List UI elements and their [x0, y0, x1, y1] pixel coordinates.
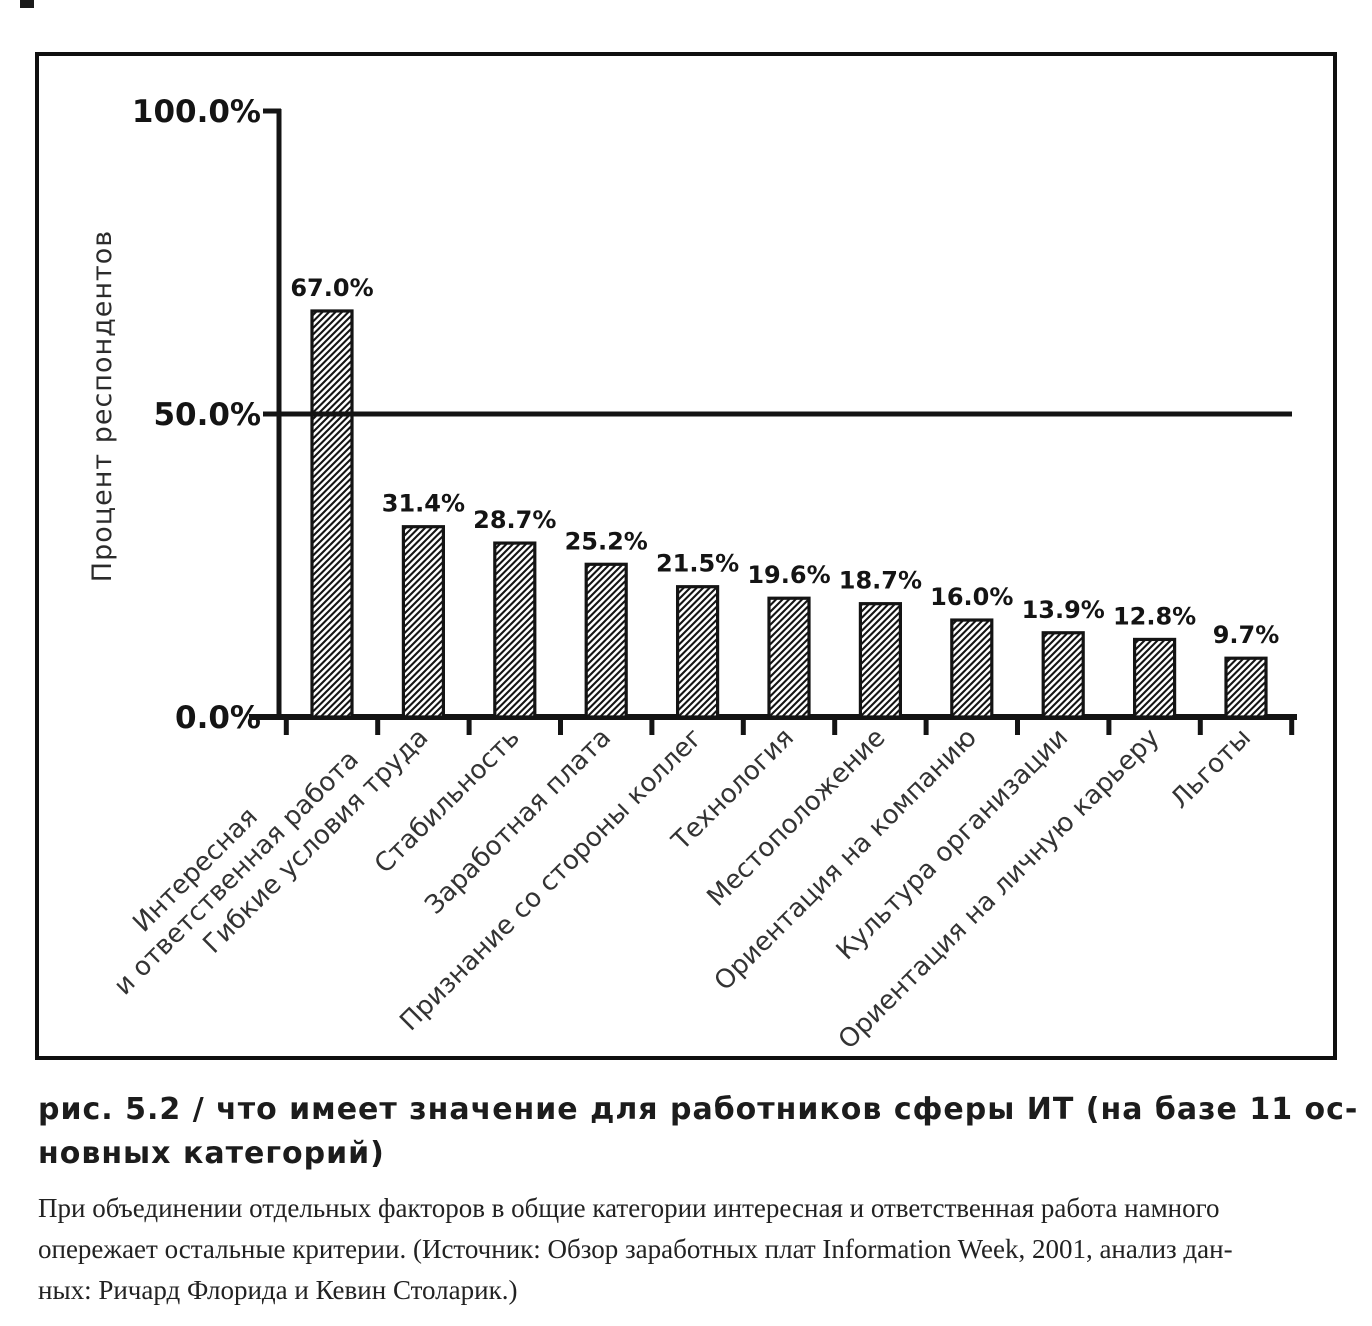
bar	[1132, 637, 1177, 719]
bar-value-label: 25.2%	[565, 527, 648, 555]
figure-caption-body: При объединении отдельных факторов в общ…	[38, 1193, 1233, 1305]
y-tick-label: 100.0%	[132, 94, 261, 130]
bar	[1224, 656, 1268, 719]
bar-value-label: 12.8%	[1113, 602, 1196, 630]
bar-value-label: 67.0%	[290, 274, 373, 302]
figure-caption-title: рис. 5.2 / что имеет значение для работн…	[38, 1092, 1359, 1171]
chart-frame: 100.0% 50.0% 0.0% Процент респондентов 67.0%…	[35, 52, 1337, 1060]
bar-value-label: 21.5%	[656, 550, 739, 578]
bar	[310, 309, 354, 719]
category-label: Местоположение	[701, 723, 891, 913]
bar	[1041, 631, 1085, 719]
bar	[401, 525, 445, 719]
bar	[493, 541, 537, 719]
bar	[767, 596, 811, 719]
bar-value-label: 16.0%	[930, 583, 1013, 611]
bar	[584, 562, 628, 719]
bar-chart: 100.0% 50.0% 0.0% Процент респондентов 67.0%…	[86, 94, 1297, 1056]
bar-value-label: 31.4%	[382, 490, 465, 518]
bar	[950, 618, 994, 719]
bar	[675, 585, 720, 719]
scan-artifact	[20, 0, 34, 8]
y-tick-label: 0.0%	[175, 700, 261, 736]
bar	[858, 602, 903, 719]
bar-value-label: 9.7%	[1213, 621, 1280, 649]
y-tick-label: 50.0%	[153, 397, 261, 433]
category-label: Льготы	[1165, 723, 1257, 815]
bar-value-label: 28.7%	[473, 506, 556, 534]
category-label: Интереснаяи ответственная работа	[86, 723, 364, 1001]
y-axis-title: Процент респондентов	[87, 230, 118, 582]
bar-value-label: 19.6%	[747, 561, 830, 589]
bar-value-label: 18.7%	[839, 567, 922, 595]
category-label: Ориентация на личную карьеру	[833, 723, 1166, 1056]
figure-caption: рис. 5.2 / что имеет значение для работн…	[38, 1088, 1359, 1311]
bar-value-label: 13.9%	[1022, 596, 1105, 624]
